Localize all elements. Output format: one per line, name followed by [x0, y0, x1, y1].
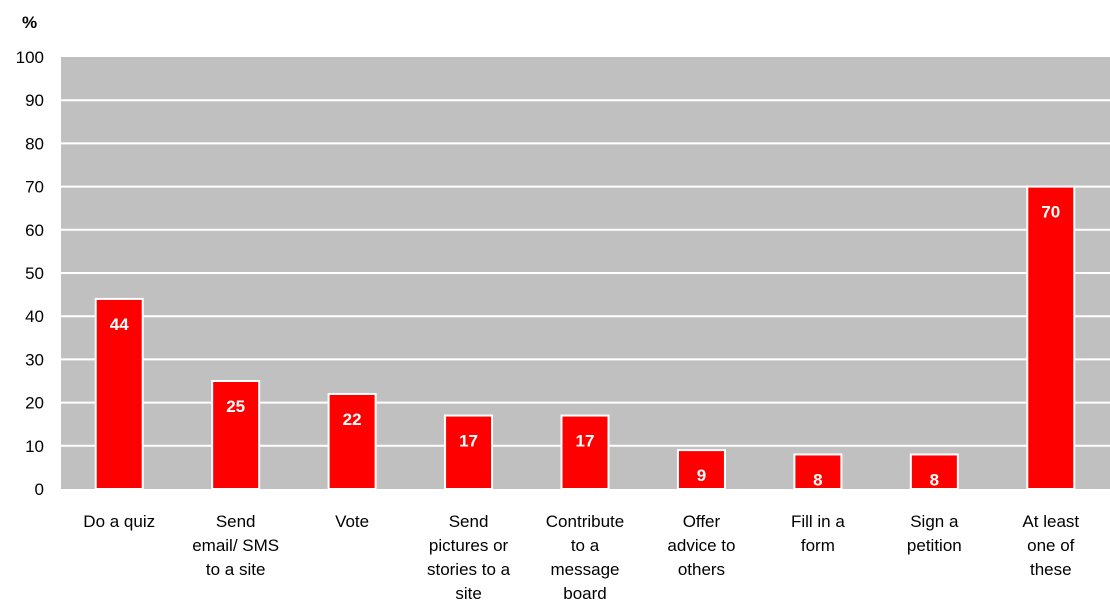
x-axis-labels: Do a quiz Send email/ SMS to a site Vote Send…	[83, 512, 1079, 603]
y-tick-label: 100	[16, 48, 44, 67]
bar	[444, 414, 494, 490]
x-category-label: Send	[216, 512, 256, 531]
bars	[94, 185, 1076, 491]
x-category-label: At least	[1022, 512, 1079, 531]
bar	[909, 453, 959, 491]
x-category-label: to a site	[206, 560, 266, 579]
y-tick-label: 40	[25, 307, 44, 326]
data-label: 17	[576, 432, 595, 451]
x-category-label: petition	[907, 536, 962, 555]
y-tick-label: 70	[25, 178, 44, 197]
x-category-label: Send	[449, 512, 489, 531]
data-label: 25	[226, 397, 245, 416]
bar	[793, 453, 843, 491]
x-category-label: Sign a	[910, 512, 959, 531]
x-category-label: one of	[1027, 536, 1075, 555]
y-tick-label: 80	[25, 134, 44, 153]
data-label: 8	[813, 470, 822, 489]
x-category-label: these	[1030, 560, 1072, 579]
x-category-label: to a	[571, 536, 600, 555]
y-tick-label: 50	[25, 264, 44, 283]
x-category-label: advice to	[667, 536, 735, 555]
data-label: 17	[459, 432, 478, 451]
bar	[211, 380, 261, 490]
data-labels: 44 25 22 17 17 9 8 8 70	[110, 203, 1060, 490]
data-label: 8	[930, 470, 939, 489]
y-tick-label: 20	[25, 394, 44, 413]
y-tick-label: 30	[25, 350, 44, 369]
bar	[1026, 185, 1076, 490]
bar	[560, 414, 610, 490]
x-category-label: Vote	[335, 512, 369, 531]
x-category-label: Do a quiz	[83, 512, 155, 531]
y-tick-label: 0	[35, 480, 44, 499]
y-tick-label: 90	[25, 91, 44, 110]
x-category-label: board	[563, 584, 606, 603]
data-label: 70	[1041, 203, 1060, 222]
bar	[676, 449, 726, 490]
x-category-label: Contribute	[546, 512, 624, 531]
y-axis-unit-label: %	[22, 13, 37, 32]
bar	[94, 297, 144, 491]
bar	[327, 392, 377, 490]
x-category-label: site	[455, 584, 481, 603]
x-category-label: Offer	[683, 512, 721, 531]
y-tick-label: 60	[25, 221, 44, 240]
x-category-label: message	[551, 560, 620, 579]
x-category-label: stories to a	[427, 560, 511, 579]
data-label: 44	[110, 315, 129, 334]
x-category-label: form	[801, 536, 835, 555]
data-label: 22	[343, 410, 362, 429]
data-label: 9	[697, 466, 706, 485]
y-tick-label: 10	[25, 437, 44, 456]
x-category-label: pictures or	[429, 536, 509, 555]
x-category-label: others	[678, 560, 725, 579]
x-category-label: email/ SMS	[192, 536, 279, 555]
x-category-label: Fill in a	[791, 512, 845, 531]
y-axis-ticks: 0 10 20 30 40 50 60 70 80 90 100	[16, 48, 44, 499]
